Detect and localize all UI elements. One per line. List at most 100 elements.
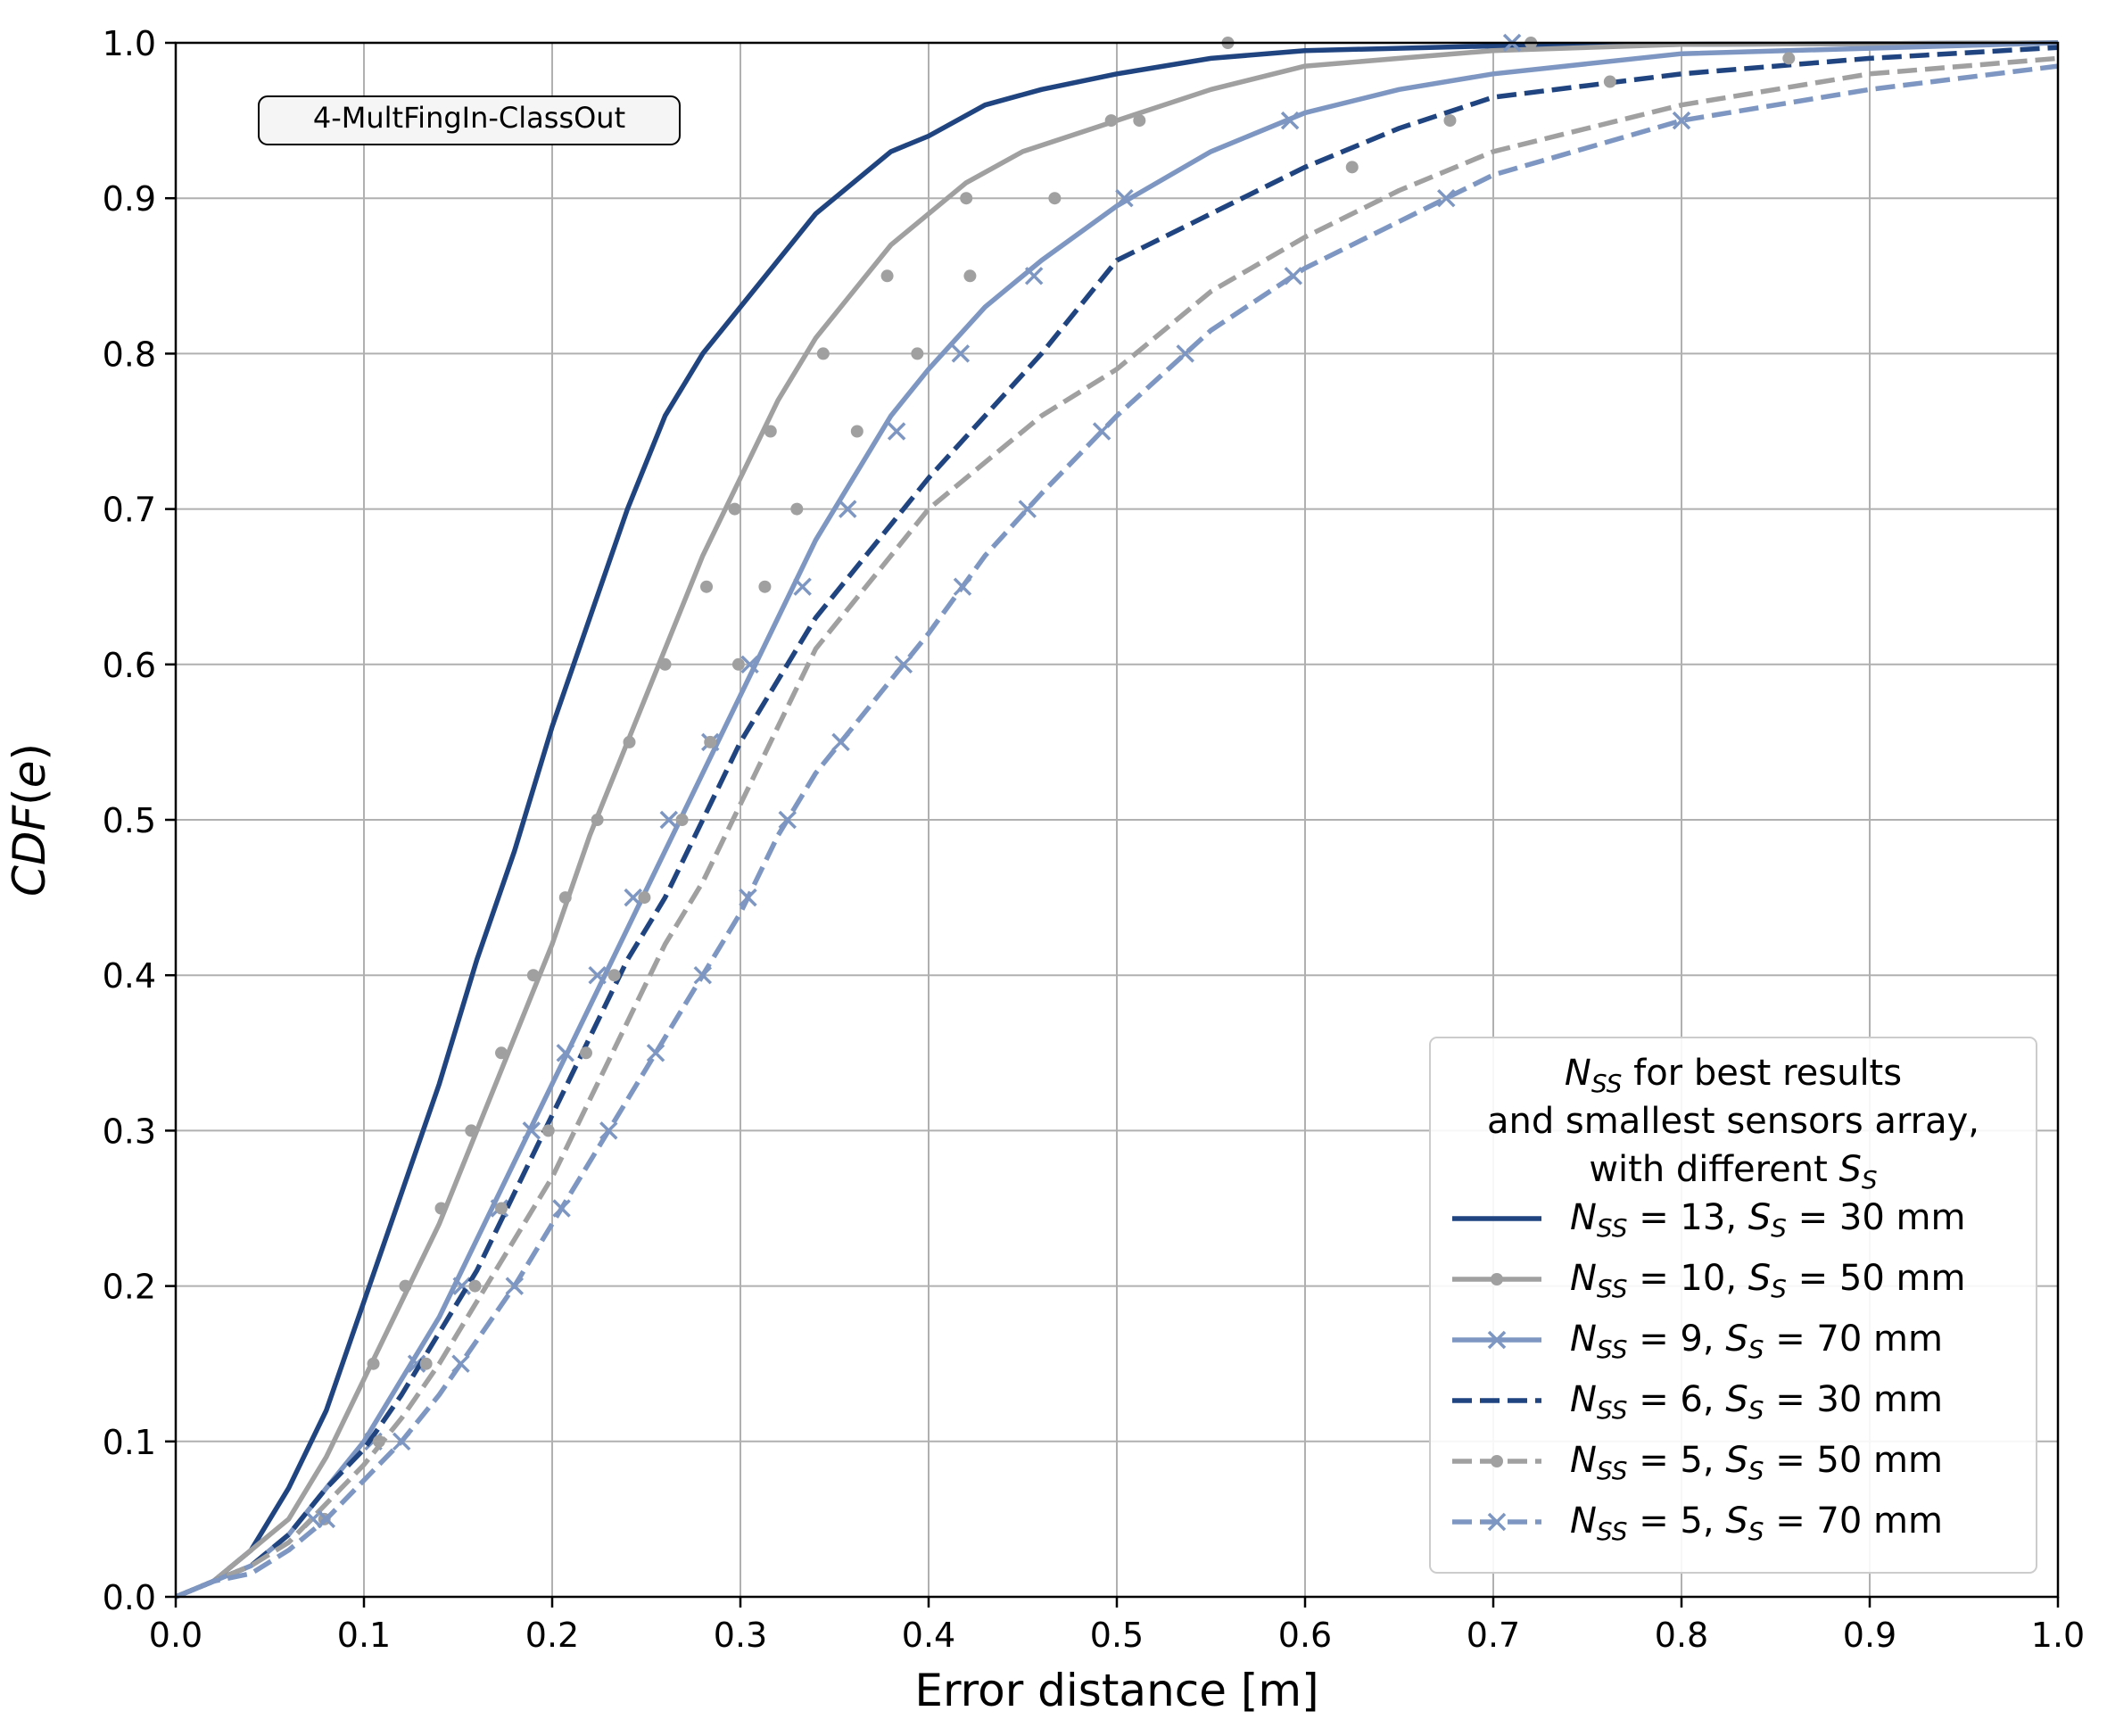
series-marker: [1782, 52, 1796, 65]
series-marker: [465, 1124, 478, 1137]
series-marker: [778, 810, 797, 830]
series-marker: [740, 655, 759, 674]
series-marker: [1603, 75, 1616, 88]
series-marker: [764, 425, 777, 438]
series-marker: [704, 735, 717, 748]
y-tick-label: 0.5: [103, 801, 156, 840]
series-marker: [1048, 192, 1062, 205]
x-tick-label: 0.1: [337, 1616, 391, 1655]
series-marker: [392, 1432, 411, 1451]
annotation-text: 4-MultFingIn-ClassOut: [313, 101, 625, 135]
legend-item-2: NSS = 10, SS = 50 mm: [1452, 1258, 1965, 1303]
series-marker: [953, 577, 972, 596]
series-marker: [407, 1354, 426, 1373]
series-marker: [790, 502, 804, 516]
series-marker: [700, 580, 714, 593]
series-marker: [468, 1279, 482, 1293]
series-marker: [623, 735, 636, 748]
series-marker: [887, 422, 906, 441]
series-marker: [541, 1124, 555, 1137]
x-tick-label: 0.8: [1655, 1616, 1708, 1655]
series-marker: [658, 657, 672, 671]
series-marker: [372, 1434, 385, 1448]
y-axis-label-paren: (: [4, 788, 55, 806]
series-marker: [638, 891, 651, 905]
series-marker: [880, 269, 894, 283]
series-marker: [588, 965, 607, 985]
y-axis-label: CDF(e): [4, 743, 55, 897]
series-marker: [552, 1199, 571, 1218]
series-marker: [505, 1277, 525, 1295]
series-line: [174, 45, 2059, 1600]
series-marker: [495, 1202, 508, 1215]
x-tick-label: 0.5: [1090, 1616, 1144, 1655]
series-marker: [1284, 267, 1303, 285]
series-marker: [659, 810, 679, 830]
legend-marker: [1487, 1512, 1507, 1532]
legend-title-text: with different: [1589, 1149, 1838, 1190]
y-tick-label: 0.2: [103, 1268, 156, 1307]
legend-label: NSS = 5, SS = 50 mm: [1570, 1440, 1943, 1485]
series-marker: [452, 1277, 471, 1295]
x-tick-label: 1.0: [2031, 1616, 2085, 1655]
series-marker: [894, 655, 913, 674]
series-marker: [963, 269, 977, 283]
series-marker: [739, 888, 757, 907]
x-tick-label: 0.9: [1843, 1616, 1896, 1655]
series-marker: [1443, 114, 1457, 128]
legend-label: NSS = 9, SS = 70 mm: [1570, 1319, 1943, 1364]
x-tick-label: 0.6: [1278, 1616, 1332, 1655]
series-marker: [728, 502, 741, 516]
legend-title-symbol: S: [1839, 1149, 1862, 1190]
legend-title-subscript: SS: [1591, 1069, 1623, 1098]
legend-title-line: NSS for best results: [1565, 1053, 1902, 1098]
series-marker: [579, 1046, 592, 1060]
series-marker: [850, 425, 863, 438]
legend-marker: [1487, 1330, 1507, 1350]
series-marker: [1133, 114, 1146, 128]
series-4: [174, 45, 2059, 1600]
series-marker: [1104, 114, 1118, 128]
series-marker: [911, 347, 924, 360]
series-marker: [1345, 161, 1359, 174]
series-marker: [556, 1044, 575, 1062]
y-tick-label: 0.8: [103, 335, 156, 374]
legend-title-symbol: N: [1565, 1053, 1591, 1094]
series-marker: [1018, 500, 1037, 518]
series-marker: [693, 965, 713, 985]
y-tick-label: 0.4: [103, 956, 156, 996]
series-6: [174, 63, 2059, 1600]
y-axis-label-var: e: [4, 761, 55, 789]
legend-marker: [1491, 1273, 1503, 1285]
series-marker: [1176, 344, 1194, 363]
series-marker: [591, 814, 604, 826]
annotation-box: 4-MultFingIn-ClassOut: [258, 95, 681, 145]
legend-title-line: with different SS: [1589, 1149, 1877, 1195]
series-marker: [1437, 188, 1456, 208]
series-marker: [960, 192, 973, 205]
series-line: [174, 40, 2059, 1600]
series-5: [174, 37, 2059, 1600]
series-2: [174, 37, 2059, 1600]
legend-item-3: NSS = 9, SS = 70 mm: [1452, 1319, 1943, 1364]
series-marker: [558, 891, 572, 905]
series-marker: [1115, 188, 1134, 208]
series-marker: [434, 1202, 448, 1215]
series-line: [174, 55, 2059, 1600]
series-marker: [624, 888, 642, 907]
series-marker: [367, 1357, 380, 1370]
series-3: [174, 33, 2059, 1600]
legend-item-1: NSS = 13, SS = 30 mm: [1452, 1197, 1965, 1243]
legend-marker: [1491, 1455, 1503, 1467]
legend-label: NSS = 5, SS = 70 mm: [1570, 1500, 1943, 1546]
series-marker: [526, 969, 540, 982]
y-tick-label: 1.0: [103, 24, 156, 63]
legend-item-5: NSS = 5, SS = 50 mm: [1452, 1440, 1943, 1485]
legend-items: NSS = 13, SS = 30 mm NSS = 10, SS = 50 mm…: [1452, 1197, 1965, 1546]
legend-title-text: for best results: [1622, 1053, 1902, 1094]
series-marker: [951, 344, 971, 363]
x-tick-label: 0.3: [714, 1616, 767, 1655]
series-marker: [419, 1357, 433, 1370]
